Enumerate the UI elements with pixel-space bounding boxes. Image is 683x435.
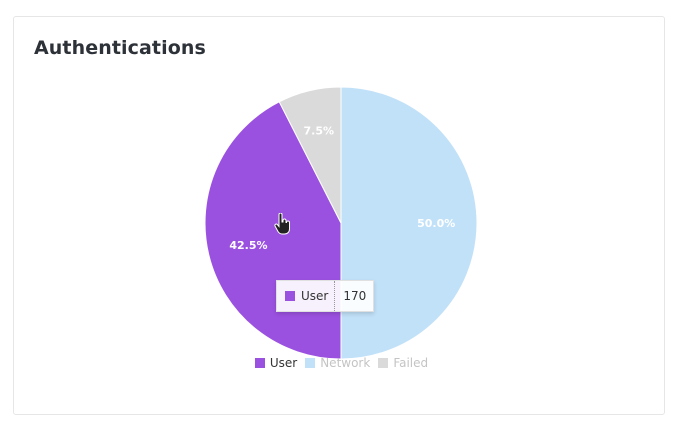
tooltip-divider xyxy=(334,281,336,311)
tooltip-value: 170 xyxy=(343,289,367,303)
legend-label: Network xyxy=(320,356,371,370)
hand-pointer-cursor-icon xyxy=(273,212,293,241)
slice-label-network: 50.0% xyxy=(417,217,455,230)
pie-slice-network[interactable] xyxy=(340,86,478,360)
legend-swatch xyxy=(378,358,389,368)
card-title: Authentications xyxy=(34,37,206,59)
legend-swatch xyxy=(254,358,265,368)
slice-label-user: 42.5% xyxy=(229,239,267,252)
legend-item-failed[interactable]: Failed xyxy=(378,356,428,370)
chart-legend: User Network Failed xyxy=(0,356,683,370)
tooltip-label: User xyxy=(301,289,329,303)
legend-item-network[interactable]: Network xyxy=(305,356,370,370)
tooltip-swatch xyxy=(285,291,295,301)
slice-label-failed: 7.5% xyxy=(304,124,335,137)
pie-slice-failed[interactable] xyxy=(278,86,342,224)
chart-tooltip: User 170 xyxy=(276,280,375,312)
legend-label: User xyxy=(269,356,298,370)
legend-label: Failed xyxy=(393,356,429,370)
legend-item-user[interactable]: User xyxy=(254,356,298,370)
legend-swatch xyxy=(305,358,316,368)
